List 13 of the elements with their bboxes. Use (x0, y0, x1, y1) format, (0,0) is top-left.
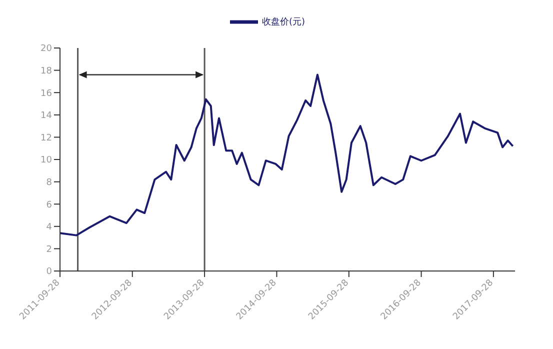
y-tick-label: 0 (46, 267, 52, 278)
y-tick-label: 6 (46, 200, 52, 210)
y-tick-label: 12 (40, 133, 52, 144)
y-tick-label: 18 (40, 66, 52, 76)
legend-label: 收盘价(元) (262, 17, 306, 28)
y-tick-label: 14 (40, 111, 52, 122)
y-tick-label: 4 (46, 222, 52, 233)
line-series (60, 74, 514, 236)
y-tick-label: 8 (46, 178, 52, 188)
y-tick-label: 16 (40, 88, 52, 99)
y-tick-label: 2 (46, 244, 52, 255)
y-tick-label: 10 (40, 156, 52, 166)
y-tick-label: 20 (40, 44, 52, 54)
